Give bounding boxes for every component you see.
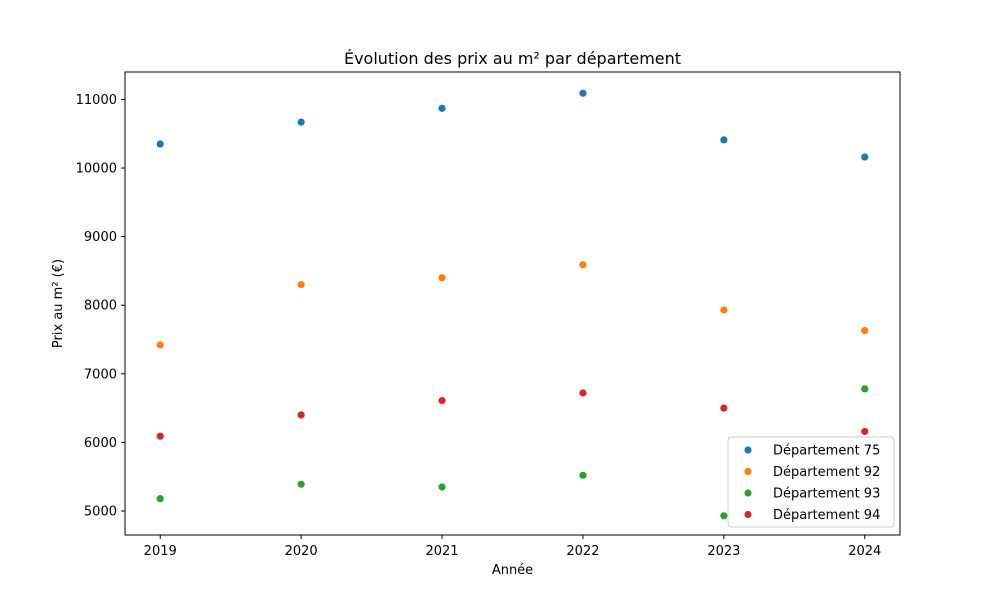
data-point [297,480,305,488]
legend: Département 75 Département 92 Département … [727,436,895,528]
series-4 [156,389,869,440]
legend-marker [744,510,752,519]
data-point [438,396,446,405]
data-point [579,89,587,97]
data-point [156,432,164,440]
data-point [720,404,728,412]
x-tick-label: 2022 [566,544,599,559]
data-point [297,281,305,289]
x-tick-label: 2020 [285,544,318,559]
legend-frame [727,436,895,528]
x-tick-label: 2024 [848,544,881,559]
plot-area [156,89,869,520]
y-axis-title: Prix au m² (€) [51,259,66,348]
data-point [156,495,164,503]
y-tick-label: 9000 [84,230,117,245]
data-point [438,483,446,491]
y-tick-label: 7000 [84,367,117,382]
data-point [438,274,446,282]
data-point [861,153,869,161]
data-point [720,512,728,520]
data-point [861,427,869,436]
data-point [438,104,446,112]
legend-label: Département 92 [773,465,880,480]
x-axis: 2019 2020 2021 2022 2023 2024 [144,535,881,559]
data-point [861,326,869,335]
series-3 [156,385,869,520]
legend-label: Département 93 [773,487,880,502]
data-point [156,140,164,148]
data-point [297,118,305,126]
y-tick-label: 5000 [84,504,117,519]
legend-marker [744,489,752,497]
data-point [579,389,587,397]
x-tick-label: 2021 [425,544,458,559]
series-2 [156,261,869,349]
series-1 [156,89,869,161]
y-axis: 5000 6000 7000 8000 9000 10000 11000 [76,93,125,519]
x-axis-title: Année [492,563,533,578]
data-point [156,341,164,349]
x-tick-label: 2023 [707,544,740,559]
data-point [720,136,728,144]
y-tick-label: 8000 [84,299,117,314]
data-point [579,471,587,479]
chart-title: Évolution des prix au m² par département [344,49,681,68]
plot-frame [124,71,901,536]
legend-marker [744,446,752,454]
legend-label: Département 75 [773,444,880,459]
x-tick-label: 2019 [144,544,177,559]
data-point [720,306,728,314]
y-tick-label: 6000 [84,436,117,451]
y-tick-label: 11000 [76,93,117,108]
data-point [297,411,305,419]
data-point [579,261,587,269]
legend-marker [744,467,752,476]
data-point [861,385,869,393]
legend-label: Département 94 [773,508,880,523]
y-tick-label: 10000 [76,162,117,177]
